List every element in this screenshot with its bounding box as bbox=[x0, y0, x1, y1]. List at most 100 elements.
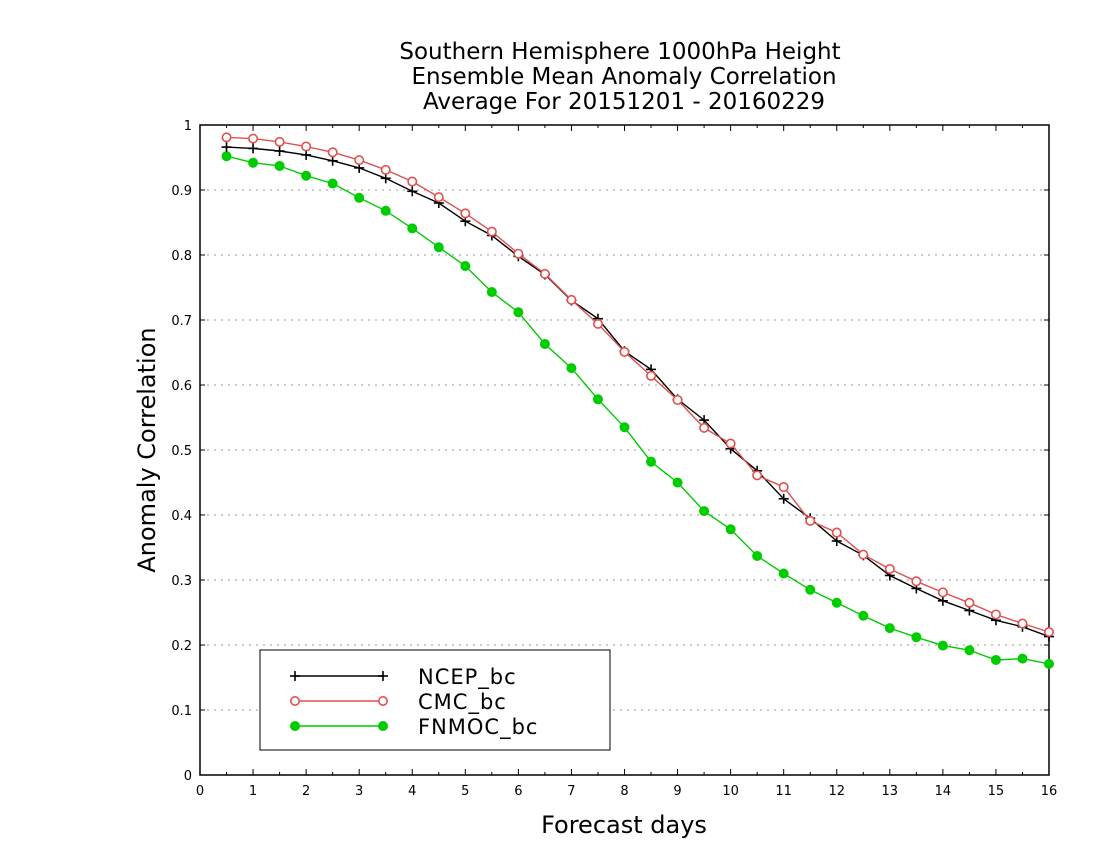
chart-title: Southern Hemisphere 1000hPa Height Ensem… bbox=[399, 39, 840, 115]
legend-entry: FNMOC_bc bbox=[290, 715, 538, 740]
open-circle-marker bbox=[1044, 626, 1055, 637]
series-fnmoc-bc bbox=[221, 151, 1054, 669]
open-circle-marker bbox=[301, 141, 312, 152]
open-circle-marker bbox=[274, 136, 285, 147]
filled-circle-marker bbox=[699, 506, 710, 517]
filled-circle-marker bbox=[805, 584, 816, 595]
x-tick-label: 7 bbox=[567, 784, 575, 799]
x-tick-label: 12 bbox=[828, 784, 845, 799]
filled-circle-marker bbox=[964, 645, 975, 656]
filled-circle-marker bbox=[937, 640, 948, 651]
x-tick-label: 2 bbox=[302, 784, 310, 799]
filled-circle-marker bbox=[884, 623, 895, 634]
open-circle-marker bbox=[646, 370, 657, 381]
filled-circle-marker bbox=[407, 223, 418, 234]
filled-circle-marker bbox=[290, 721, 300, 731]
legend-label: FNMOC_bc bbox=[418, 715, 538, 740]
open-circle-marker bbox=[937, 587, 948, 598]
x-tick-label: 11 bbox=[775, 784, 792, 799]
filled-circle-marker bbox=[831, 597, 842, 608]
y-tick-label: 1 bbox=[184, 119, 192, 134]
y-axis-label: Anomaly Correlation bbox=[133, 327, 161, 572]
filled-circle-marker bbox=[566, 363, 577, 374]
open-circle-marker bbox=[433, 192, 444, 203]
open-circle-marker bbox=[407, 176, 418, 187]
filled-circle-marker bbox=[378, 721, 388, 731]
filled-circle-marker bbox=[990, 654, 1001, 665]
filled-circle-marker bbox=[433, 242, 444, 253]
open-circle-marker bbox=[884, 563, 895, 574]
filled-circle-marker bbox=[327, 178, 338, 189]
x-tick-label: 0 bbox=[196, 784, 204, 799]
open-circle-marker bbox=[248, 133, 259, 144]
legend-entry: NCEP_bc bbox=[290, 665, 517, 690]
plus-marker bbox=[290, 671, 300, 681]
filled-circle-marker bbox=[301, 170, 312, 181]
plus-marker bbox=[274, 146, 285, 156]
open-circle-marker bbox=[672, 394, 683, 405]
filled-circle-marker bbox=[646, 456, 657, 467]
x-tick-label: 16 bbox=[1041, 784, 1058, 799]
open-circle-marker bbox=[858, 549, 869, 560]
filled-circle-marker bbox=[380, 205, 391, 216]
open-circle-marker bbox=[289, 695, 300, 706]
open-circle-marker bbox=[513, 248, 524, 259]
filled-circle-marker bbox=[858, 610, 869, 621]
x-tick-label: 14 bbox=[935, 784, 952, 799]
y-tick-label: 0.9 bbox=[171, 184, 192, 199]
filled-circle-marker bbox=[354, 192, 365, 203]
chart-title-line-3: Average For 20151201 - 20160229 bbox=[423, 89, 825, 115]
filled-circle-marker bbox=[221, 151, 232, 162]
plus-marker bbox=[831, 536, 842, 546]
chart-title-line-2: Ensemble Mean Anomaly Correlation bbox=[411, 64, 836, 90]
open-circle-marker bbox=[592, 318, 603, 329]
series-cmc-bc bbox=[221, 132, 1055, 637]
filled-circle-marker bbox=[486, 287, 497, 298]
open-circle-marker bbox=[831, 527, 842, 538]
series-line bbox=[226, 146, 1050, 638]
x-tick-label: 8 bbox=[620, 784, 628, 799]
y-tick-label: 0.7 bbox=[171, 314, 192, 329]
open-circle-marker bbox=[805, 515, 816, 526]
legend-label: CMC_bc bbox=[418, 690, 507, 715]
open-circle-marker bbox=[377, 695, 388, 706]
open-circle-marker bbox=[778, 482, 789, 493]
filled-circle-marker bbox=[672, 477, 683, 488]
x-tick-label: 1 bbox=[249, 784, 257, 799]
filled-circle-marker bbox=[752, 550, 763, 561]
filled-circle-marker bbox=[725, 524, 736, 535]
x-tick-label: 9 bbox=[673, 784, 681, 799]
x-tick-label: 5 bbox=[461, 784, 469, 799]
y-axis-ticks: 0 0.1 0.2 0.3 0.4 0.5 0.6 0.7 0.8 0.9 1 bbox=[171, 119, 1049, 784]
open-circle-marker bbox=[460, 208, 471, 219]
series-ncep-bc bbox=[221, 142, 1054, 642]
plus-marker bbox=[378, 671, 388, 681]
open-circle-marker bbox=[566, 294, 577, 305]
legend-box bbox=[259, 649, 611, 751]
filled-circle-marker bbox=[539, 339, 550, 350]
legend-entry: CMC_bc bbox=[289, 690, 507, 715]
filled-circle-marker bbox=[274, 160, 285, 171]
y-tick-label: 0.4 bbox=[171, 509, 192, 524]
legend-label: NCEP_bc bbox=[418, 665, 517, 690]
y-tick-label: 0 bbox=[184, 769, 192, 784]
filled-circle-marker bbox=[778, 568, 789, 579]
open-circle-marker bbox=[327, 147, 338, 158]
plus-marker bbox=[327, 155, 338, 166]
plus-marker bbox=[248, 143, 259, 154]
filled-circle-marker bbox=[248, 157, 259, 168]
filled-circle-marker bbox=[592, 394, 603, 405]
filled-circle-marker bbox=[1017, 653, 1028, 664]
x-tick-label: 6 bbox=[514, 784, 522, 799]
y-tick-label: 0.1 bbox=[171, 704, 192, 719]
y-tick-label: 0.2 bbox=[171, 639, 192, 654]
y-tick-label: 0.5 bbox=[171, 444, 192, 459]
plus-marker bbox=[221, 142, 232, 153]
filled-circle-marker bbox=[513, 307, 524, 318]
plus-marker bbox=[380, 173, 391, 184]
chart-title-line-1: Southern Hemisphere 1000hPa Height bbox=[399, 39, 840, 65]
filled-circle-marker bbox=[460, 261, 471, 272]
open-circle-marker bbox=[380, 164, 391, 175]
